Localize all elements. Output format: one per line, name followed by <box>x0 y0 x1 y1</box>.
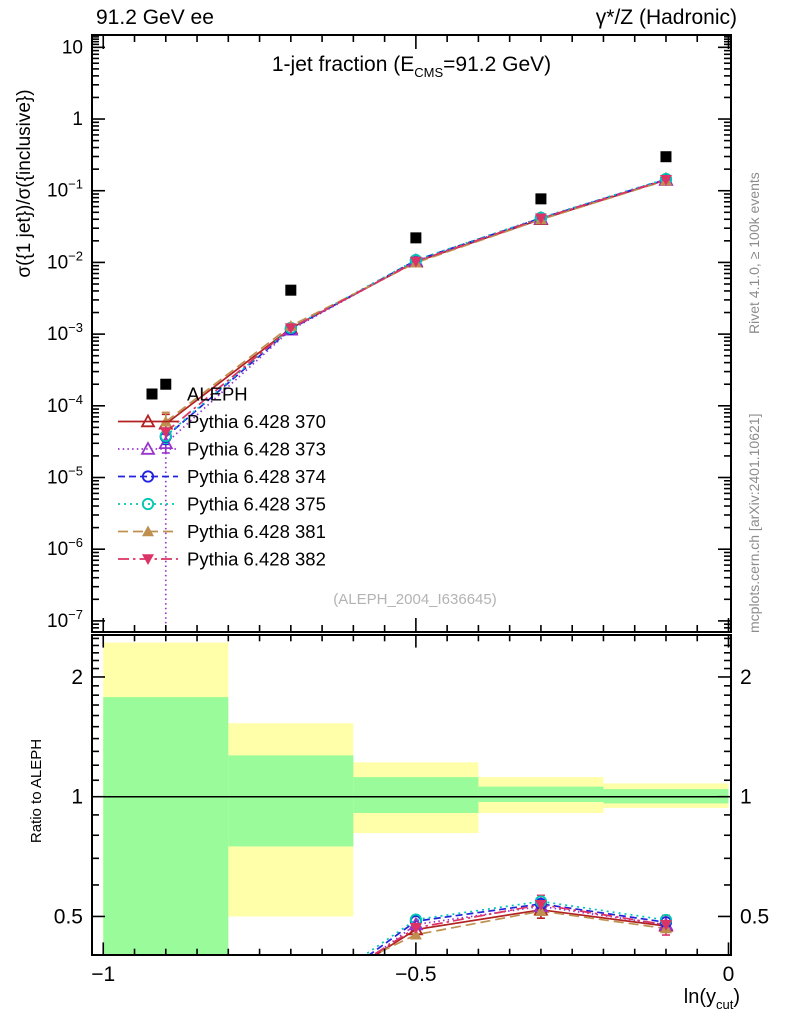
legend-item-Pythia-6.428-375: Pythia 6.428 375 <box>118 494 326 515</box>
y-axis-title-ratio: Ratio to ALEPH <box>28 738 45 844</box>
y-tick-label-main: 1 <box>72 109 83 130</box>
plot-title: 1-jet fraction (ECMS=91.2 GeV) <box>92 53 731 80</box>
x-axis-title-pre: ln(y <box>683 986 716 1008</box>
data-marker-square <box>660 151 672 163</box>
legend-item-Pythia-6.428-382: Pythia 6.428 382 <box>118 549 326 570</box>
y-tick-label-main: 10−2 <box>47 248 83 273</box>
data-marker-circle <box>141 497 155 511</box>
data-marker-square <box>535 193 547 205</box>
data-marker-triangle-down <box>142 554 154 565</box>
x-tick-label: 0 <box>723 963 735 986</box>
ratio-tick-label-left: 0.5 <box>54 905 83 928</box>
axis-ticks <box>92 35 731 955</box>
y-tick-label-main: 10−6 <box>47 535 83 560</box>
legend-item-Pythia-6.428-381: Pythia 6.428 381 <box>118 521 326 542</box>
band-green-bin2 <box>353 777 479 814</box>
ratio-tick-label-left: 2 <box>71 666 83 689</box>
data-marker-triangle <box>158 435 174 449</box>
data-marker-square <box>410 232 422 244</box>
data-marker-circle <box>141 470 155 483</box>
x-axis-title-subscript: cut <box>715 997 734 1012</box>
legend-label: Pythia 6.428 373 <box>187 439 326 460</box>
y-tick-label-main: 10−7 <box>47 607 83 632</box>
legend-item-Pythia-6.428-373: Pythia 6.428 373 <box>118 439 326 460</box>
data-marker-triangle-down <box>409 256 422 268</box>
ratio-uncertainty-bands <box>103 642 729 955</box>
ratio-panel-border <box>91 634 732 956</box>
data-marker-triangle-down <box>159 427 172 439</box>
ratio-tick-label-left: 1 <box>71 786 83 809</box>
plot-title-pre: 1-jet fraction (E <box>271 53 415 76</box>
data-marker-triangle-down <box>284 323 297 335</box>
x-axis-title: ln(ycut) <box>440 986 740 1012</box>
y-tick-label-main: 10−3 <box>47 320 83 345</box>
legend-label: Pythia 6.428 382 <box>187 549 326 570</box>
x-tick-label: −1 <box>91 963 115 986</box>
y-axis-title-main: σ({1 jet})/σ({inclusive}) <box>14 89 35 278</box>
y-tick-label-main: 10−4 <box>47 392 83 417</box>
data-marker-triangle-down <box>534 899 547 911</box>
legend-label: Pythia 6.428 381 <box>187 521 326 542</box>
series-line-Pythia-6.428-381 <box>165 179 667 423</box>
ratio-tick-label-right: 2 <box>740 666 752 689</box>
data-marker-triangle-down <box>659 919 672 931</box>
band-green-bin3 <box>478 786 604 802</box>
ratio-tick-label-right: 1 <box>740 786 752 809</box>
legend-label: Pythia 6.428 374 <box>187 466 326 487</box>
plot-title-subscript: CMS <box>414 65 444 80</box>
main-panel-border <box>91 34 732 633</box>
legend: ALEPH Pythia 6.428 370 Pythia 6.428 373 Pyt… <box>118 384 326 570</box>
data-marker-triangle <box>409 928 422 940</box>
rivet-version-label: Rivet 4.1.0, ≥ 100k events <box>746 172 762 334</box>
legend-label: Pythia 6.428 370 <box>187 411 326 432</box>
data-marker-triangle-down <box>534 213 547 225</box>
band-green-bin0 <box>103 697 229 955</box>
analysis-id-watermark: (ALEPH_2004_I636645) <box>333 591 497 608</box>
data-marker-square <box>146 388 158 400</box>
process-label: γ*/Z (Hadronic) <box>595 6 737 29</box>
ratio-line-Pythia-6.428-374 <box>367 903 667 955</box>
legend-item-Pythia-6.428-374: Pythia 6.428 374 <box>118 466 326 487</box>
mcplots-attribution-label: mcplots.cern.ch [arXiv:2401.10621] <box>746 413 762 633</box>
x-axis-title-post: ) <box>733 986 740 1008</box>
data-marker-triangle <box>142 525 154 537</box>
reference-data-points <box>160 151 672 390</box>
legend-item-ALEPH: ALEPH <box>146 384 248 405</box>
x-tick-label: −0.5 <box>395 963 436 986</box>
legend-label: Pythia 6.428 375 <box>187 494 326 515</box>
data-marker-triangle-down <box>659 175 672 186</box>
ratio-curves <box>363 894 674 955</box>
legend-item-Pythia-6.428-370: Pythia 6.428 370 <box>118 411 326 432</box>
data-marker-triangle <box>140 441 156 455</box>
tick-labels: −1 −0.5 0 10 1 10−1 10−2 10−3 10−4 10−5 10−6 10−7 2 2… <box>47 37 769 986</box>
data-marker-triangle <box>140 413 156 428</box>
y-tick-label-main: 10−5 <box>47 463 83 488</box>
legend-label: ALEPH <box>187 384 248 405</box>
y-tick-label-main: 10 <box>62 37 83 58</box>
plot-title-post: =91.2 GeV) <box>443 53 552 76</box>
main-curves <box>158 171 674 632</box>
band-green-bin1 <box>228 755 354 847</box>
data-marker-triangle-down <box>409 923 422 934</box>
ratio-tick-label-right: 0.5 <box>740 905 769 928</box>
beam-energy-label: 91.2 GeV ee <box>96 6 214 29</box>
data-marker-square <box>160 378 172 390</box>
data-marker-square <box>285 284 297 296</box>
y-tick-label-main: 10−1 <box>47 177 83 202</box>
